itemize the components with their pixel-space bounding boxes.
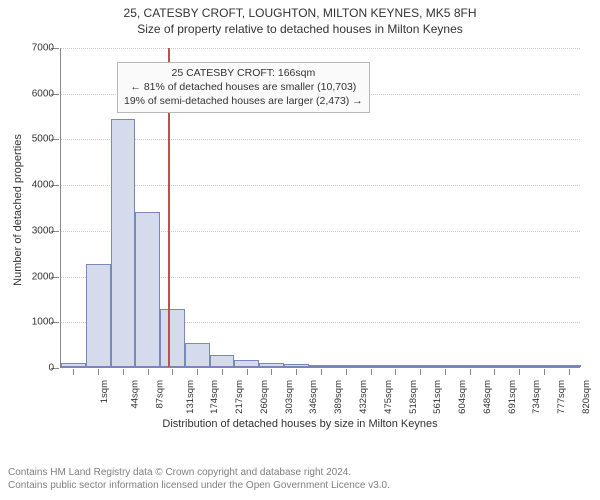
histogram-bar — [408, 365, 433, 367]
histogram-bar — [482, 365, 507, 367]
gridline — [61, 185, 580, 186]
histogram-bar — [358, 365, 383, 367]
histogram-bar — [432, 365, 457, 367]
x-tick — [247, 369, 248, 375]
figure-footer: Contains HM Land Registry data © Crown c… — [8, 466, 390, 492]
x-axis-label: Distribution of detached houses by size … — [0, 418, 600, 430]
y-tick-label: 7000 — [32, 43, 54, 54]
x-tick-label: 648sqm — [482, 380, 493, 414]
footer-line-2: Contains public sector information licen… — [8, 479, 390, 492]
x-tick — [321, 369, 322, 375]
x-tick-label: 1sqm — [100, 380, 111, 403]
x-tick — [569, 369, 570, 375]
x-tick — [197, 369, 198, 375]
x-tick-label: 604sqm — [457, 380, 468, 414]
y-tick-label: 1000 — [32, 317, 54, 328]
x-tick-label: 44sqm — [130, 380, 141, 409]
x-tick-label: 217sqm — [234, 380, 245, 414]
x-tick-label: 561sqm — [432, 380, 443, 414]
x-tick-label: 432sqm — [358, 380, 369, 414]
histogram-bar — [556, 365, 581, 367]
histogram-bar — [333, 365, 358, 367]
histogram-bar — [383, 365, 408, 367]
x-tick — [470, 369, 471, 375]
histogram-bar — [309, 365, 334, 367]
x-tick-label: 87sqm — [154, 380, 165, 409]
y-tick-label: 2000 — [32, 271, 54, 282]
x-tick-label: 518sqm — [407, 380, 418, 414]
plot-area: 010002000300040005000600070001sqm44sqm87… — [60, 48, 580, 368]
annotation-line-3: 19% of semi-detached houses are larger (… — [124, 94, 363, 108]
x-tick — [222, 369, 223, 375]
chart-title-sub: Size of property relative to detached ho… — [0, 20, 600, 36]
x-tick — [346, 369, 347, 375]
annotation-line-1: 25 CATESBY CROFT: 166sqm — [124, 66, 363, 80]
x-tick — [494, 369, 495, 375]
histogram-bar — [111, 119, 136, 367]
x-tick-label: 303sqm — [284, 380, 295, 414]
chart-container: 0 1000 2000 3000 4000 5000 6000 7000 1sqm 44sqm 87… — [0, 40, 600, 440]
annotation-line-2: ← 81% of detached houses are smaller (10… — [124, 80, 363, 94]
x-tick — [420, 369, 421, 375]
histogram-bar — [160, 309, 185, 367]
chart-title-main: 25, CATESBY CROFT, LOUGHTON, MILTON KEYN… — [0, 0, 600, 20]
histogram-bar — [507, 365, 532, 367]
histogram-bar — [234, 360, 259, 367]
histogram-bar — [185, 343, 210, 367]
x-tick — [544, 369, 545, 375]
histogram-bar — [210, 355, 235, 367]
x-tick — [445, 369, 446, 375]
x-tick — [371, 369, 372, 375]
y-tick-label: 5000 — [32, 134, 54, 145]
x-tick — [73, 369, 74, 375]
histogram-bar — [61, 363, 86, 367]
histogram-bar — [531, 365, 556, 367]
gridline — [61, 139, 580, 140]
x-tick — [148, 369, 149, 375]
x-tick — [271, 369, 272, 375]
y-tick-label: 3000 — [32, 225, 54, 236]
x-tick-label: 174sqm — [209, 380, 220, 414]
gridline — [61, 48, 580, 49]
x-tick-label: 346sqm — [308, 380, 319, 414]
footer-line-1: Contains HM Land Registry data © Crown c… — [8, 466, 390, 479]
histogram-bar — [457, 365, 482, 367]
x-tick-label: 475sqm — [383, 380, 394, 414]
x-tick — [395, 369, 396, 375]
x-tick — [296, 369, 297, 375]
x-tick-label: 691sqm — [506, 380, 517, 414]
histogram-bar — [284, 364, 309, 367]
histogram-bar — [259, 363, 284, 367]
x-tick-label: 260sqm — [259, 380, 270, 414]
y-tick-label: 6000 — [32, 88, 54, 99]
y-tick-label: 0 — [48, 363, 54, 374]
histogram-bar — [135, 212, 160, 367]
x-tick-label: 131sqm — [184, 380, 195, 414]
x-tick-label: 820sqm — [581, 380, 592, 414]
x-tick-label: 777sqm — [556, 380, 567, 414]
x-tick-label: 389sqm — [333, 380, 344, 414]
histogram-bar — [86, 264, 111, 367]
x-tick — [519, 369, 520, 375]
annotation-box: 25 CATESBY CROFT: 166sqm← 81% of detache… — [117, 62, 370, 113]
x-tick — [123, 369, 124, 375]
y-tick-label: 4000 — [32, 180, 54, 191]
x-tick-label: 734sqm — [531, 380, 542, 414]
x-tick — [98, 369, 99, 375]
x-tick — [172, 369, 173, 375]
